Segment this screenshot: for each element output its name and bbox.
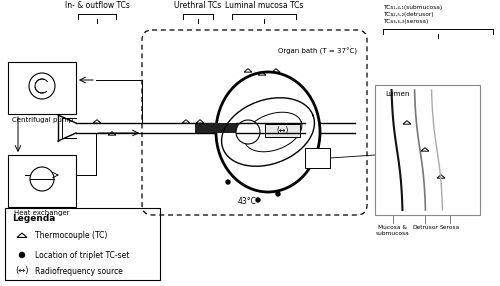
Text: Heat exchanger: Heat exchanger	[14, 210, 70, 216]
Text: Thermocouple (TC): Thermocouple (TC)	[35, 231, 108, 241]
Text: In- & outflow TCs: In- & outflow TCs	[64, 1, 130, 10]
Bar	[195, 123, 248, 133]
Text: 43°C: 43°C	[238, 197, 257, 206]
Text: (↔): (↔)	[15, 267, 29, 275]
Text: Organ bath (T = 37°C): Organ bath (T = 37°C)	[278, 48, 357, 55]
Text: TCs₁,₄,₁(submucosa): TCs₁,₄,₁(submucosa)	[383, 5, 442, 10]
Bar	[5, 208, 160, 280]
Text: Detrusor: Detrusor	[412, 225, 438, 230]
Text: Urethral TCs: Urethral TCs	[174, 1, 222, 10]
Bar	[375, 85, 480, 215]
Text: Lumen: Lumen	[385, 91, 409, 97]
Bar	[305, 148, 330, 168]
Bar	[265, 124, 300, 137]
Text: Centrifugal pump: Centrifugal pump	[12, 117, 72, 123]
Circle shape	[20, 253, 24, 257]
Text: Location of triplet TC-set: Location of triplet TC-set	[35, 251, 130, 259]
Ellipse shape	[216, 72, 320, 192]
Circle shape	[256, 198, 260, 202]
Bar	[8, 155, 76, 207]
Circle shape	[276, 192, 280, 196]
Text: Serosa: Serosa	[440, 225, 460, 230]
Text: Legenda: Legenda	[12, 214, 56, 223]
Text: Luminal mucosa TCs: Luminal mucosa TCs	[225, 1, 303, 10]
Bar	[8, 62, 76, 114]
Circle shape	[236, 120, 260, 144]
Text: TCs₂,₅,₂(detrusor): TCs₂,₅,₂(detrusor)	[383, 12, 434, 17]
Text: Radiofrequency source: Radiofrequency source	[35, 267, 123, 275]
Text: Mucosa &
submucosa: Mucosa & submucosa	[376, 225, 410, 236]
Text: (↔): (↔)	[276, 126, 288, 135]
Text: TCs₃,₆,₃(serosa): TCs₃,₆,₃(serosa)	[383, 19, 428, 24]
Circle shape	[226, 180, 230, 184]
